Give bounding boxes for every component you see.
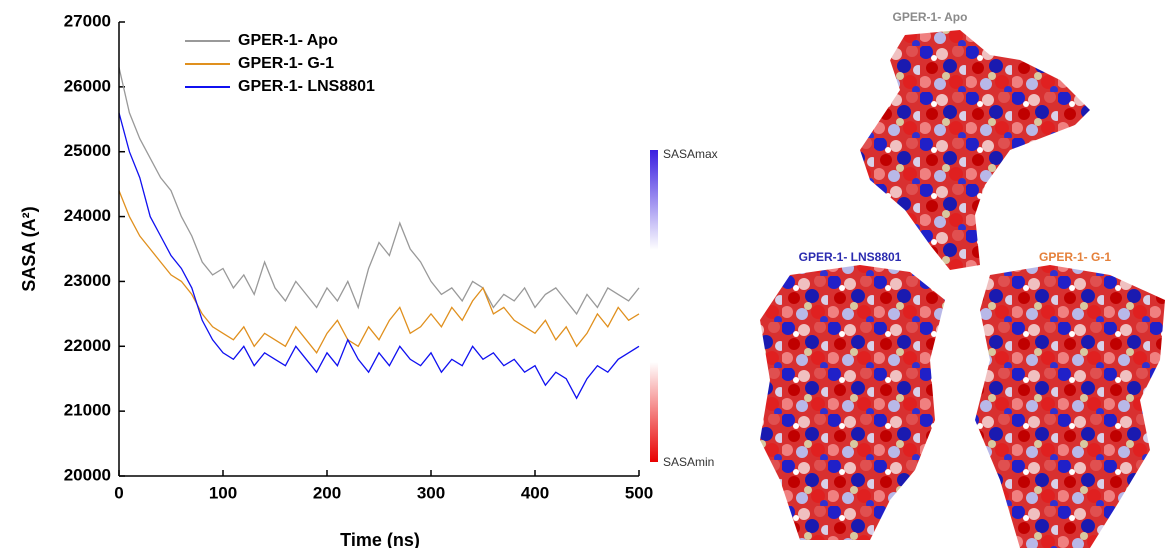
- colorbar-min-label: SASAmin: [663, 455, 714, 469]
- colorbar: SASAmax SASAmin: [650, 147, 718, 469]
- lns8801-structure: [760, 265, 945, 540]
- x-tick-label: 400: [521, 483, 549, 502]
- series-line: [118, 67, 640, 316]
- structure-label: GPER-1- G-1: [1039, 250, 1111, 264]
- g1-structure: [975, 265, 1165, 548]
- y-tick-label: 23000: [64, 271, 111, 290]
- y-tick-label: 27000: [64, 11, 111, 30]
- legend-label: GPER-1- Apo: [238, 32, 338, 49]
- structure-label: GPER-1- Apo: [893, 10, 968, 24]
- apo-structure: [860, 30, 1090, 270]
- series-line: [118, 190, 640, 354]
- x-tick-label: 300: [417, 483, 445, 502]
- y-tick-label: 26000: [64, 76, 111, 95]
- colorbar-min: [650, 362, 658, 462]
- x-tick-label: 0: [114, 483, 123, 502]
- legend-label: GPER-1- LNS8801: [238, 78, 375, 95]
- colorbar-max: [650, 150, 658, 250]
- y-tick-label: 22000: [64, 336, 111, 355]
- x-tick-label: 500: [625, 483, 653, 502]
- structure-label: GPER-1- LNS8801: [799, 250, 902, 264]
- y-tick-label: 21000: [64, 401, 111, 420]
- x-tick-label: 200: [313, 483, 341, 502]
- y-tick-label: 25000: [64, 141, 111, 160]
- x-axis-title: Time (ns): [340, 530, 420, 548]
- legend-label: GPER-1- G-1: [238, 55, 334, 72]
- y-axis-title: SASA (A²): [19, 206, 39, 291]
- line-chart: Time (ns) SASA (A²) 20000 21000 22000 23000…: [19, 11, 653, 548]
- series-line: [118, 112, 640, 400]
- y-tick-label: 20000: [64, 465, 111, 484]
- y-tick-label: 24000: [64, 206, 111, 225]
- colorbar-max-label: SASAmax: [663, 147, 718, 161]
- x-tick-label: 100: [209, 483, 237, 502]
- structures: GPER-1- Apo GPER-1- LNS8801 GPER-1- G-1: [760, 10, 1165, 548]
